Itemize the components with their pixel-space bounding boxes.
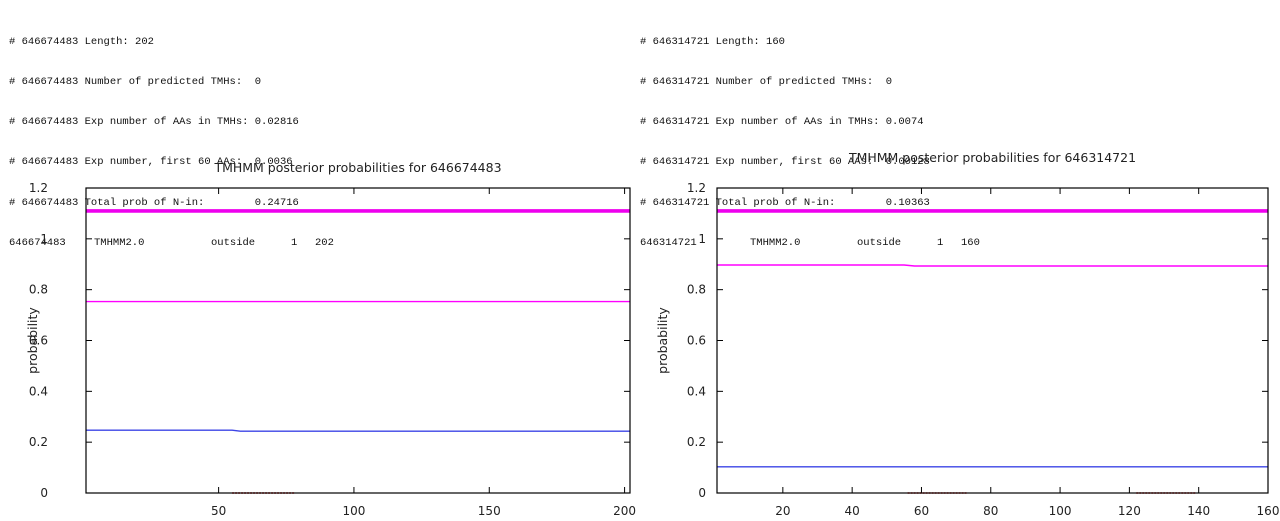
end-position: 202 [315, 236, 334, 249]
x-tick-label: 80 [983, 504, 998, 518]
y-tick-label: 0.8 [29, 283, 48, 297]
right-header-block: # 646314721 Length: 160 # 646314721 Numb… [640, 9, 980, 277]
y-tick-label: 0.4 [29, 384, 48, 398]
y-tick-label: 1.2 [29, 181, 48, 195]
y-tick-label: 0.6 [687, 334, 706, 348]
start-position: 1 [291, 236, 298, 249]
x-tick-label: 100 [1049, 504, 1072, 518]
y-axis-label: probability [655, 307, 670, 374]
method: TMHMM2.0 [750, 236, 801, 249]
x-tick-label: 20 [775, 504, 790, 518]
x-tick-label: 200 [613, 504, 636, 518]
y-tick-label: 0.2 [687, 435, 706, 449]
y-tick-label: 0.6 [29, 334, 48, 348]
x-tick-label: 150 [478, 504, 501, 518]
left-header-line: # 646674483 Exp number of AAs in TMHs: 0… [9, 116, 299, 129]
left-header-line: # 646674483 Length: 202 [9, 35, 154, 48]
y-tick-label: 0.4 [687, 384, 706, 398]
end-position: 160 [961, 236, 980, 249]
x-tick-label: 60 [914, 504, 929, 518]
x-tick-label: 160 [1257, 504, 1280, 518]
right-header-line: # 646314721 Number of predicted TMHs: 0 [640, 76, 893, 89]
left-prediction-row: 646674483 TMHMM2.0 outside 1 202 [9, 237, 334, 250]
y-tick-label: 0.8 [687, 283, 706, 297]
chart-title: TMHMM posterior probabilities for 646314… [848, 150, 1136, 165]
plot-frame [85, 187, 631, 494]
y-axis-label: probability [25, 307, 40, 374]
start-position: 1 [937, 236, 944, 249]
seq-id: 646674483 [9, 236, 66, 249]
x-tick-label: 40 [845, 504, 860, 518]
right-header-line: # 646314721 Exp number of AAs in TMHs: 0… [640, 116, 924, 129]
y-tick-label: 1 [698, 232, 706, 246]
chart-title: TMHMM posterior probabilities for 646674… [213, 160, 501, 175]
location: outside [857, 236, 902, 249]
plot-frame [716, 187, 1269, 494]
series-line-outside [717, 264, 1268, 267]
y-tick-label: 0 [40, 486, 48, 500]
location: outside [211, 236, 256, 249]
seq-id: 646314721 [640, 236, 697, 249]
left-header-block: # 646674483 Length: 202 # 646674483 Numb… [9, 9, 334, 277]
left-header-line: # 646674483 Total prob of N-in: 0.24716 [9, 196, 299, 209]
y-tick-label: 0 [698, 486, 706, 500]
x-tick-label: 140 [1187, 504, 1210, 518]
method: TMHMM2.0 [94, 236, 145, 249]
left-header-line: # 646674483 Exp number, first 60 AAs: 0.… [9, 156, 293, 169]
right-header-line: # 646314721 Total prob of N-in: 0.10363 [640, 196, 930, 209]
right-header-line: # 646314721 Exp number, first 60 AAs: 0.… [640, 156, 930, 169]
y-tick-label: 1 [40, 232, 48, 246]
right-prediction-row: 646314721 TMHMM2.0 outside 1 160 [640, 237, 980, 250]
x-tick-label: 50 [211, 504, 226, 518]
x-tick-label: 120 [1118, 504, 1141, 518]
y-tick-label: 1.2 [687, 181, 706, 195]
y-tick-label: 0.2 [29, 435, 48, 449]
right-header-line: # 646314721 Length: 160 [640, 35, 785, 48]
series-line-inside [86, 429, 630, 432]
left-header-line: # 646674483 Number of predicted TMHs: 0 [9, 76, 262, 89]
x-tick-label: 100 [342, 504, 365, 518]
